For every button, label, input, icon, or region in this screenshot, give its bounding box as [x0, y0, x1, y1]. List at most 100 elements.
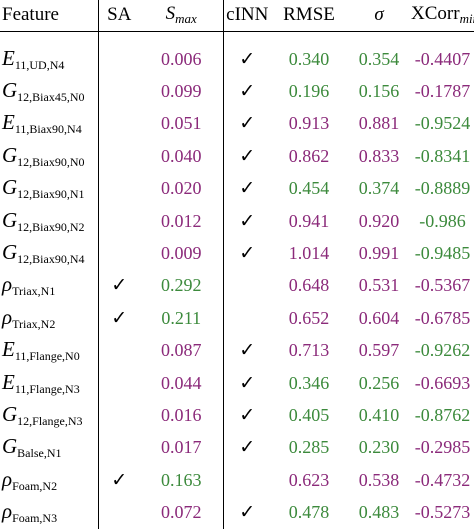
rmse-cell: 1.014 [288, 243, 330, 264]
sa-check-cell [97, 237, 140, 270]
sigma-cell: 0.410 [358, 404, 400, 425]
table-header: Feature SA Smax cINN RMSE σ XCorrmin [0, 0, 474, 32]
feature-cell: G12,Flange,N3 [0, 399, 98, 431]
rmse-cell: 0.478 [288, 502, 330, 523]
feature-cell: G12,Biax90,N1 [0, 173, 98, 205]
xcorr-cell: -0.6693 [414, 372, 471, 393]
cinn-check-cell: ✓ [222, 43, 271, 76]
feature-cell: ρTriax,N2 [0, 302, 98, 334]
sa-check-cell [97, 75, 140, 108]
sigma-cell: 0.597 [358, 340, 400, 361]
xcorr-cell: -0.5273 [414, 502, 471, 523]
table-row: ρTriax,N1 ✓ 0.292 0.648 0.531 -0.5367 [0, 269, 474, 303]
cinn-check-cell [222, 302, 271, 335]
smax-cell: 0.020 [161, 178, 202, 199]
smax-cell: 0.051 [161, 113, 202, 134]
rmse-cell: 0.346 [288, 372, 330, 393]
feature-cell: ρFoam,N2 [0, 464, 98, 496]
smax-cell: 0.087 [161, 340, 202, 361]
table-row: G12,Biax45,N0 0.099 ✓ 0.196 0.156 -0.178… [0, 75, 474, 108]
smax-cell: 0.072 [161, 502, 202, 523]
table-row: E11,Flange,N0 0.087 ✓ 0.713 0.597 -0.926… [0, 334, 474, 367]
table-row: G12,Biax90,N0 0.040 ✓ 0.862 0.833 -0.834… [0, 140, 474, 173]
rmse-cell: 0.196 [288, 81, 330, 102]
cinn-check-cell: ✓ [222, 237, 271, 270]
feature-subscript: Foam,N2 [12, 478, 58, 493]
header-xcorr: XCorrmin [411, 0, 474, 32]
sigma-cell: 0.354 [358, 48, 400, 69]
sa-check-cell [97, 431, 140, 465]
cinn-check-cell: ✓ [222, 334, 271, 367]
table-row: E11,Flange,N3 0.044 ✓ 0.346 0.256 -0.669… [0, 366, 474, 400]
sigma-cell: 0.833 [358, 145, 400, 166]
table-row: GBalse,N1 0.017 ✓ 0.285 0.230 -0.2985 [0, 431, 474, 465]
sa-check-cell [97, 204, 140, 238]
smax-cell: 0.017 [161, 437, 202, 458]
feature-cell: G12,Biax45,N0 [0, 75, 98, 107]
smax-cell: 0.044 [161, 372, 202, 393]
sa-check-cell [97, 399, 140, 432]
feature-subscript: Balse,N1 [17, 446, 62, 461]
cinn-check-cell: ✓ [222, 107, 271, 141]
rmse-cell: 0.648 [288, 275, 330, 296]
cinn-check-cell: ✓ [222, 366, 271, 400]
sa-check-cell: ✓ [97, 464, 140, 497]
header-spacer-row [0, 31, 474, 43]
sa-check-cell [97, 172, 140, 205]
header-smax-subscript: max [175, 11, 197, 27]
feature-cell: G12,Biax90,N4 [0, 237, 98, 269]
table-row: G12,Flange,N3 0.016 ✓ 0.405 0.410 -0.876… [0, 399, 474, 432]
feature-cell: GBalse,N1 [0, 432, 98, 464]
feature-symbol: G [2, 142, 18, 167]
table-row: G12,Biax90,N2 0.012 ✓ 0.941 0.920 -0.986 [0, 204, 474, 238]
rmse-cell: 0.862 [288, 145, 330, 166]
smax-cell: 0.012 [161, 210, 202, 231]
feature-subscript: 11,Flange,N3 [14, 381, 80, 396]
smax-cell: 0.292 [161, 275, 202, 296]
sa-check-cell [97, 140, 140, 173]
table-row: G12,Biax90,N1 0.020 ✓ 0.454 0.374 -0.888… [0, 172, 474, 205]
header-smax-symbol: S [165, 3, 176, 25]
feature-symbol: E [2, 369, 15, 394]
sa-check-cell [97, 43, 140, 76]
rmse-cell: 0.713 [288, 340, 330, 361]
header-xcorr-label: XCorr [411, 3, 460, 25]
header-cinn: cINN [222, 0, 271, 32]
cinn-check-cell: ✓ [222, 431, 271, 465]
rmse-cell: 0.652 [288, 307, 330, 328]
xcorr-cell: -0.1787 [414, 81, 471, 102]
sa-check-cell: ✓ [97, 302, 140, 335]
feature-subscript: 12,Biax90,N1 [17, 187, 85, 202]
smax-cell: 0.211 [161, 307, 202, 328]
smax-cell: 0.009 [161, 243, 202, 264]
smax-cell: 0.016 [161, 404, 202, 425]
header-row: Feature SA Smax cINN RMSE σ XCorrmin [0, 0, 474, 32]
cinn-check-cell: ✓ [222, 140, 271, 173]
xcorr-cell: -0.9485 [414, 243, 471, 264]
feature-symbol: G [2, 175, 18, 200]
smax-cell: 0.163 [161, 469, 202, 490]
header-xcorr-subscript: min [459, 11, 474, 27]
feature-cell: E11,Flange,N3 [0, 367, 98, 399]
feature-symbol: ρ [2, 466, 13, 491]
feature-cell: G12,Biax90,N2 [0, 205, 98, 237]
feature-subscript: 12,Biax90,N0 [17, 154, 85, 169]
smax-cell: 0.099 [161, 81, 202, 102]
cinn-check-cell [222, 464, 271, 497]
feature-symbol: E [2, 110, 15, 135]
rmse-cell: 0.941 [288, 210, 330, 231]
xcorr-cell: -0.5367 [414, 275, 471, 296]
feature-symbol: G [2, 240, 18, 265]
xcorr-cell: -0.8762 [414, 404, 471, 425]
cinn-check-cell: ✓ [222, 75, 271, 108]
feature-subscript: 11,Biax90,N4 [14, 122, 82, 137]
xcorr-cell: -0.4407 [414, 48, 471, 69]
sigma-cell: 0.920 [358, 210, 400, 231]
feature-subscript: 12,Biax90,N4 [17, 252, 85, 267]
feature-symbol: E [2, 45, 15, 70]
feature-cell: G12,Biax90,N0 [0, 140, 98, 172]
feature-subscript: Triax,N2 [12, 316, 56, 331]
table-row: ρFoam,N3 0.072 ✓ 0.478 0.483 -0.5273 [0, 496, 474, 529]
feature-symbol: ρ [2, 304, 13, 329]
